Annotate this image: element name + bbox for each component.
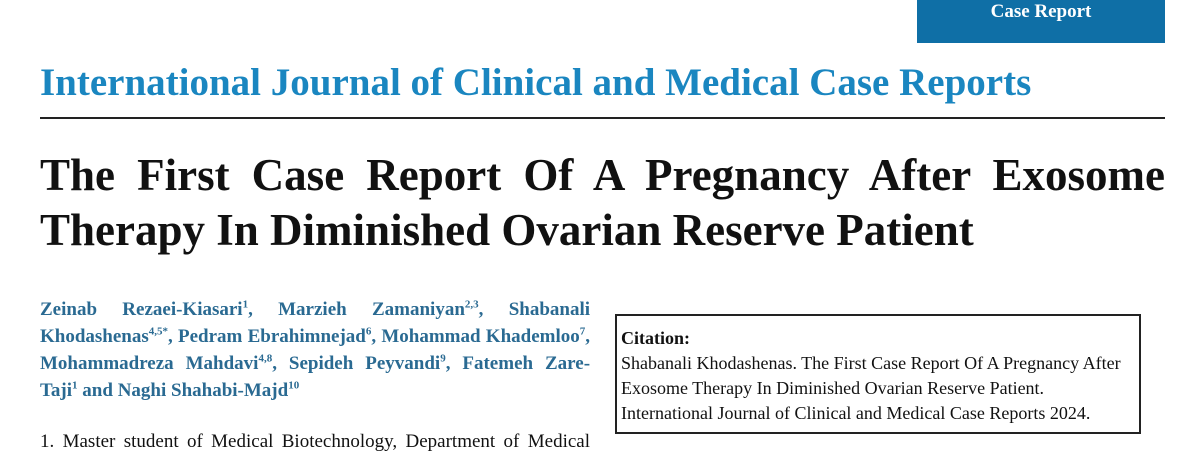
author-affiliation: 4,8 bbox=[258, 352, 273, 365]
author-affiliation: 6 bbox=[365, 325, 372, 338]
author-separator: , bbox=[445, 353, 451, 374]
author-name: Pedram Ebrahimnejad bbox=[178, 326, 366, 347]
author-name: Sepideh Peyvandi bbox=[288, 353, 441, 374]
author-affiliation: 2,3 bbox=[464, 298, 479, 311]
citation-box: Citation: Shabanali Khodashenas. The Fir… bbox=[615, 314, 1141, 434]
author-separator: , bbox=[248, 299, 253, 320]
author-separator: , bbox=[168, 326, 173, 347]
author-affiliation: 10 bbox=[288, 379, 300, 392]
author-affiliation: 4,5* bbox=[148, 325, 169, 338]
citation-line: International Journal of Clinical and Me… bbox=[621, 403, 1091, 423]
author-separator: , bbox=[371, 326, 377, 347]
article-title: The First Case Report Of A Pregnancy Aft… bbox=[40, 150, 1165, 255]
author-separator: and bbox=[77, 380, 113, 401]
author-separator: , bbox=[478, 299, 484, 320]
author-name: Marzieh Zamaniyan bbox=[278, 299, 465, 320]
author-name: Shabanali Khodashenas bbox=[40, 299, 591, 347]
author-affiliation: 1 bbox=[72, 379, 78, 392]
authors: Zeinab Rezaei-Kiasari1, Marzieh Zamaniya… bbox=[40, 296, 590, 404]
author-separator: , bbox=[272, 353, 277, 374]
citation-label: Citation: bbox=[621, 328, 690, 348]
author-name: Mohammadreza Mahdavi bbox=[40, 353, 259, 374]
citation-text: Shabanali Khodashenas. The First Case Re… bbox=[621, 351, 1139, 426]
citation-line: Exosome Therapy In Diminished Ovarian Re… bbox=[621, 378, 1045, 398]
badge: Case Report bbox=[917, 0, 1165, 43]
author-affiliation: 1 bbox=[242, 298, 249, 311]
author-name: Mohammad Khademloo bbox=[381, 326, 580, 347]
affiliation: 1. Master student of Medical Biotechnolo… bbox=[40, 431, 590, 452]
citation-line: Shabanali Khodashenas. The First Case Re… bbox=[621, 353, 1121, 373]
author-affiliation: 9 bbox=[440, 352, 446, 365]
page: Case Report International Journal of Cli… bbox=[40, 0, 1165, 452]
author-affiliation: 7 bbox=[579, 325, 586, 338]
author-separator: , bbox=[585, 326, 590, 347]
author-name: Fatemeh Zare-Taji bbox=[40, 353, 591, 401]
rule bbox=[40, 117, 1165, 119]
author-name: Naghi Shahabi-Majd bbox=[117, 380, 289, 401]
journal-title: International Journal of Clinical and Me… bbox=[40, 61, 1032, 104]
author-name: Zeinab Rezaei-Kiasari bbox=[40, 299, 243, 320]
